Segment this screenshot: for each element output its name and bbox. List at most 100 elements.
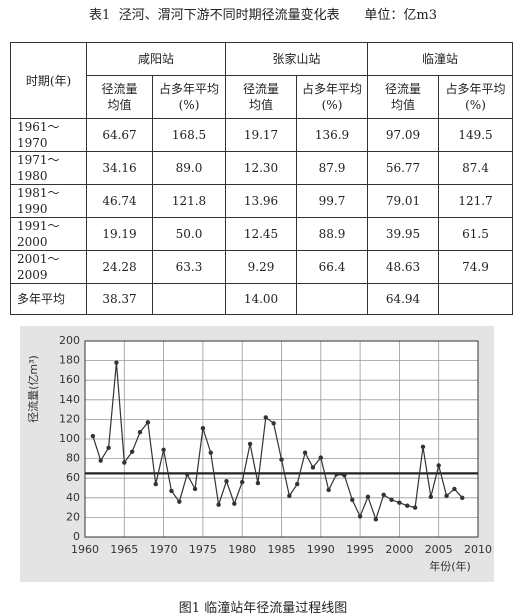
table-row: 多年平均 38.37 14.00 64.94 xyxy=(10,283,513,315)
caption: 图1 临潼站年径流量过程线图 xyxy=(178,601,348,616)
table-row: 1971～1980 34.16 89.0 12.30 87.9 56.77 87.4 xyxy=(10,151,513,185)
x-tick-label: 1965 xyxy=(110,543,138,556)
header-cell: 径流量 均值 xyxy=(225,75,297,119)
y-tick-label: 160 xyxy=(59,373,80,386)
table-cell: 12.30 xyxy=(225,151,297,185)
plot-frame xyxy=(84,340,479,538)
table-cell xyxy=(152,283,226,315)
data-point xyxy=(412,505,418,510)
table-cell: 1981～1990 xyxy=(10,184,87,218)
table-cell: 87.9 xyxy=(296,151,368,185)
x-tick-label: 1970 xyxy=(150,543,178,556)
table-cell: 13.96 xyxy=(225,184,297,218)
y-tick-label: 140 xyxy=(59,393,80,406)
data-point xyxy=(326,487,331,493)
table-cell: 19.19 xyxy=(86,217,153,251)
data-point xyxy=(114,360,119,365)
data-point xyxy=(460,495,465,500)
data-point xyxy=(389,497,394,502)
data-point xyxy=(98,458,103,463)
data-point xyxy=(436,463,441,468)
table-cell xyxy=(296,283,368,315)
table-cell: 99.7 xyxy=(296,184,368,218)
table-cell: 50.0 xyxy=(152,217,226,251)
y-tick-label: 20 xyxy=(66,510,80,523)
data-point xyxy=(318,455,323,460)
x-tick-label: 1975 xyxy=(189,543,217,556)
data-point xyxy=(232,501,237,506)
table-row: 1961～1970 64.67 168.5 19.17 136.9 97.09 149.5 xyxy=(10,118,513,152)
data-point xyxy=(129,449,135,454)
table-cell: 121.8 xyxy=(152,184,226,218)
data-point xyxy=(216,502,221,507)
data-point xyxy=(373,517,379,522)
table-title: 表1 泾河、渭河下游不同时期径流量变化表 单位：亿m3 xyxy=(89,8,437,23)
data-point xyxy=(287,493,292,499)
table-cell: 1971～1980 xyxy=(10,151,87,185)
data-point xyxy=(295,481,300,487)
data-point xyxy=(381,492,386,498)
data-point xyxy=(420,444,426,450)
table-cell: 9.29 xyxy=(225,250,297,284)
y-tick-label: 200 xyxy=(59,334,80,347)
header-cell: 占多年平均 (%) xyxy=(438,75,513,119)
data-point xyxy=(428,494,434,500)
table-cell: 39.95 xyxy=(367,217,439,251)
table-cell: 88.9 xyxy=(296,217,368,251)
header-cell: 径流量 均值 xyxy=(367,75,439,119)
y-tick-label: 120 xyxy=(59,412,80,425)
table-cell: 2001～2009 xyxy=(10,250,87,284)
y-tick-label: 180 xyxy=(59,354,80,367)
data-point xyxy=(452,486,457,492)
data-point xyxy=(240,479,245,485)
table-cell: 61.5 xyxy=(438,217,513,251)
x-tick-label: 1980 xyxy=(228,543,256,556)
data-point xyxy=(255,480,261,486)
table-cell: 56.77 xyxy=(367,151,439,185)
table-cell xyxy=(438,283,513,315)
data-point xyxy=(145,420,151,425)
header-cell: 径流量 均值 xyxy=(86,75,153,119)
data-point xyxy=(271,421,276,426)
table-cell: 12.45 xyxy=(225,217,297,251)
table-cell: 46.74 xyxy=(86,184,153,218)
y-tick-label: 60 xyxy=(66,471,80,484)
table-cell: 63.3 xyxy=(152,250,226,284)
data-point xyxy=(334,472,339,477)
y-axis-label: 径流量(亿m³) xyxy=(26,355,40,423)
x-tick-label: 1995 xyxy=(346,543,374,556)
data-point xyxy=(153,481,158,487)
data-point xyxy=(350,497,355,502)
data-point xyxy=(106,445,111,451)
header-cell: 张家山站 xyxy=(225,42,368,76)
table-cell: 48.63 xyxy=(367,250,439,284)
table-cell: 97.09 xyxy=(367,118,439,152)
table-cell: 34.16 xyxy=(86,151,153,185)
data-point xyxy=(365,494,371,500)
data-point xyxy=(302,450,308,455)
data-point xyxy=(161,447,166,452)
data-point xyxy=(279,457,284,462)
table-cell: 38.37 xyxy=(86,283,153,315)
data-point xyxy=(184,472,190,477)
table-cell: 1991～2000 xyxy=(10,217,87,251)
data-point xyxy=(122,460,127,465)
table-row: 时期(年) 咸阳站 张家山站 临潼站 xyxy=(10,42,513,119)
header-cell: 占多年平均 (%) xyxy=(152,75,226,119)
data-point xyxy=(310,465,316,470)
data-point xyxy=(247,441,253,447)
table-cell: 14.00 xyxy=(225,283,297,315)
data-point xyxy=(137,429,143,435)
table-row: 1991～2000 19.19 50.0 12.45 88.9 39.95 61.5 xyxy=(10,217,513,251)
table-cell: 87.4 xyxy=(438,151,513,185)
data-point xyxy=(224,478,229,484)
chart: 0 20 40 60 80 100 120 140 160 180 200 1960 1965 1970 1… xyxy=(20,326,494,582)
table-cell: 168.5 xyxy=(152,118,226,152)
header-cell: 时期(年) xyxy=(10,42,87,119)
x-tick-label: 1990 xyxy=(307,543,335,556)
table-cell: 1961～1970 xyxy=(10,118,87,152)
table-cell: 64.94 xyxy=(367,283,439,315)
x-tick-label: 1985 xyxy=(268,543,296,556)
data-point xyxy=(208,450,213,455)
x-tick-label: 2005 xyxy=(425,543,453,556)
